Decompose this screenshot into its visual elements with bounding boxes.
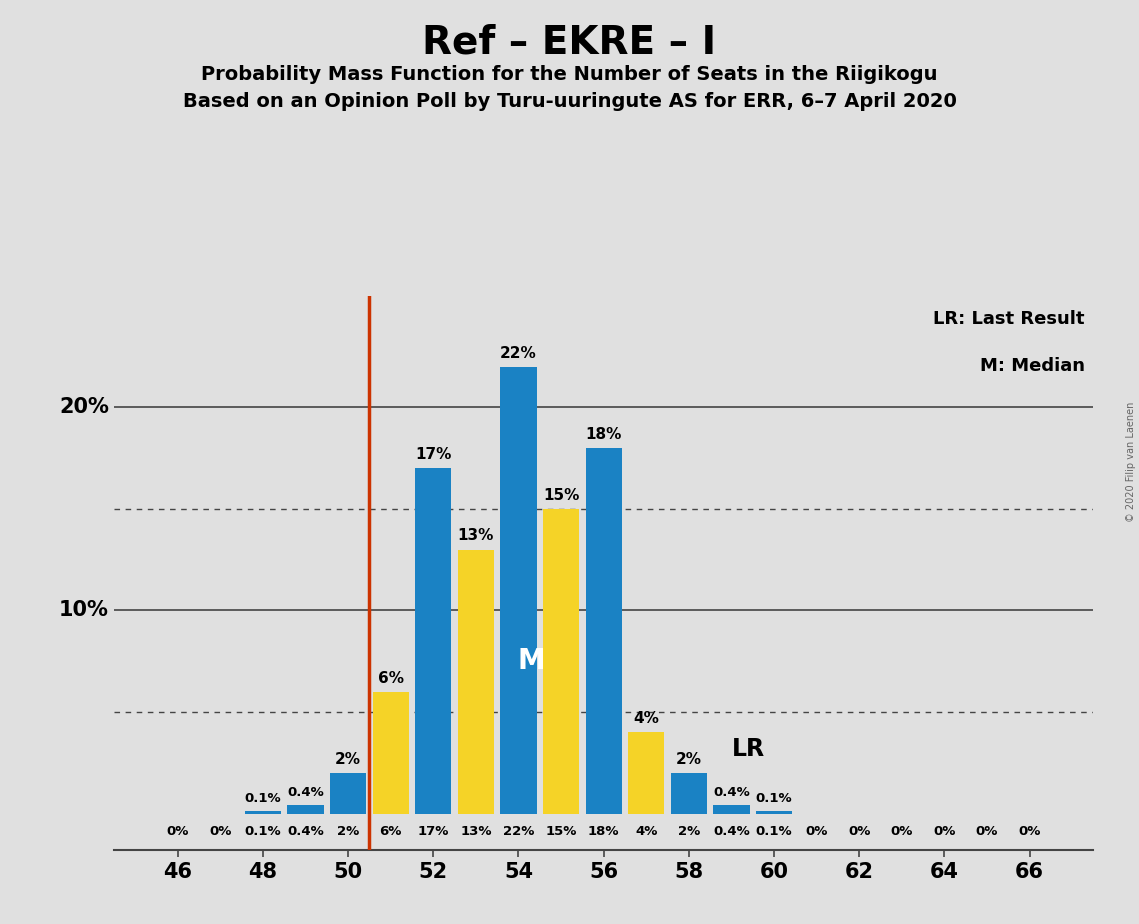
Bar <box>245 811 281 813</box>
Text: 0.4%: 0.4% <box>287 786 323 799</box>
Text: 2%: 2% <box>678 825 700 838</box>
Text: 22%: 22% <box>502 825 534 838</box>
Text: 22%: 22% <box>500 346 536 360</box>
Text: Based on an Opinion Poll by Turu-uuringute AS for ERR, 6–7 April 2020: Based on an Opinion Poll by Turu-uuringu… <box>182 92 957 112</box>
Bar <box>372 692 409 813</box>
Text: 0.1%: 0.1% <box>245 825 281 838</box>
Text: 0.4%: 0.4% <box>713 825 749 838</box>
Text: 6%: 6% <box>379 825 402 838</box>
Text: 0%: 0% <box>1018 825 1041 838</box>
Text: 6%: 6% <box>378 671 403 686</box>
Text: 15%: 15% <box>546 825 576 838</box>
Text: LR: LR <box>731 736 764 760</box>
Text: 0.1%: 0.1% <box>755 793 793 806</box>
Text: M: Median: M: Median <box>980 357 1085 374</box>
Text: 0%: 0% <box>166 825 189 838</box>
Text: 0.1%: 0.1% <box>245 793 281 806</box>
Text: 0%: 0% <box>849 825 870 838</box>
Text: 20%: 20% <box>59 397 109 418</box>
Text: 0.1%: 0.1% <box>755 825 793 838</box>
Text: M: M <box>517 647 546 675</box>
Text: 18%: 18% <box>588 825 620 838</box>
Text: 18%: 18% <box>585 427 622 442</box>
Bar <box>629 733 664 813</box>
Text: Probability Mass Function for the Number of Seats in the Riigikogu: Probability Mass Function for the Number… <box>202 65 937 84</box>
Text: Ref – EKRE – I: Ref – EKRE – I <box>423 23 716 61</box>
Text: 0%: 0% <box>805 825 828 838</box>
Text: 0.4%: 0.4% <box>287 825 323 838</box>
Text: 15%: 15% <box>543 488 580 503</box>
Text: 13%: 13% <box>460 825 492 838</box>
Text: LR: Last Result: LR: Last Result <box>934 310 1085 328</box>
Bar <box>756 811 792 813</box>
Bar <box>543 509 580 813</box>
Bar <box>500 367 536 813</box>
Bar <box>458 550 494 813</box>
Text: 4%: 4% <box>636 825 657 838</box>
Bar <box>585 448 622 813</box>
Text: 0%: 0% <box>933 825 956 838</box>
Text: 2%: 2% <box>335 752 361 767</box>
Text: 0.4%: 0.4% <box>713 786 749 799</box>
Text: 17%: 17% <box>418 825 449 838</box>
Text: 2%: 2% <box>337 825 359 838</box>
Text: © 2020 Filip van Laenen: © 2020 Filip van Laenen <box>1126 402 1136 522</box>
Text: 0%: 0% <box>891 825 913 838</box>
Bar <box>713 806 749 813</box>
Text: 0%: 0% <box>976 825 998 838</box>
Text: 4%: 4% <box>633 711 659 726</box>
Bar <box>671 772 707 813</box>
Text: 13%: 13% <box>458 529 494 543</box>
Text: 2%: 2% <box>675 752 702 767</box>
Bar <box>330 772 367 813</box>
Text: 17%: 17% <box>415 447 451 462</box>
Bar <box>416 468 451 813</box>
Text: 10%: 10% <box>59 601 109 620</box>
Text: 0%: 0% <box>210 825 231 838</box>
Bar <box>287 806 323 813</box>
